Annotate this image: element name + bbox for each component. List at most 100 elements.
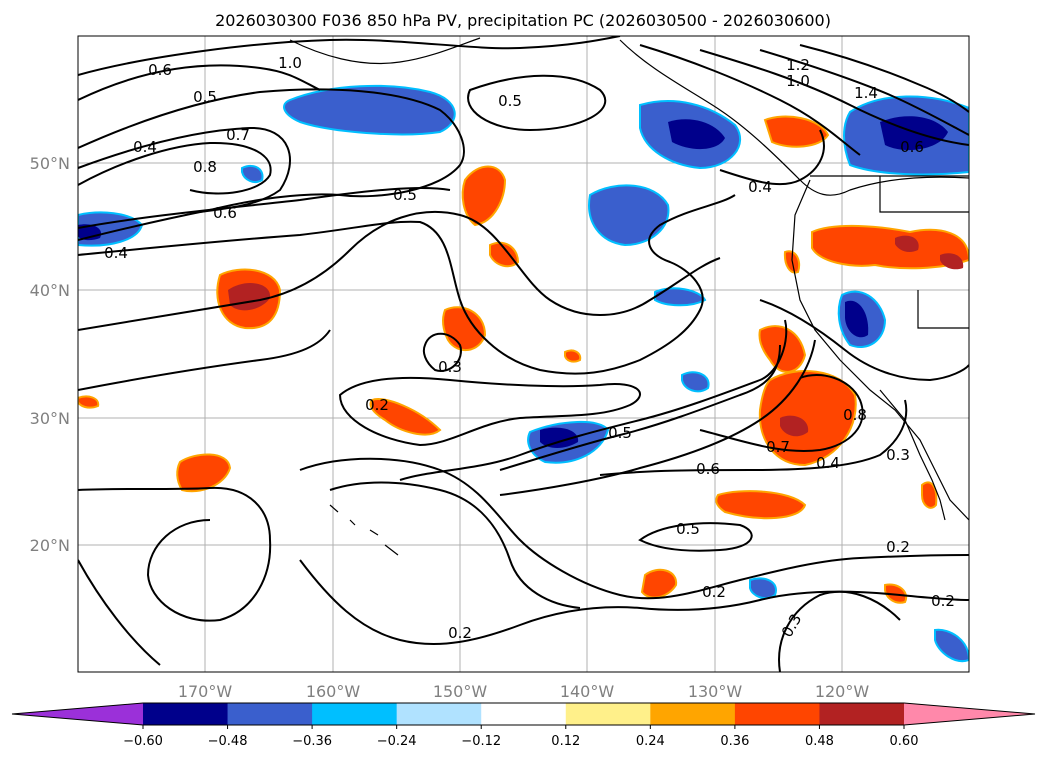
pv-contour-12 [639, 44, 861, 156]
precip-core-subtropical-central [540, 427, 579, 448]
precip-core-british-columbia [880, 116, 948, 151]
contour-label: 0.3 [438, 358, 462, 376]
lon-label: 140°W [560, 682, 615, 701]
precip-region-gulf-alaska-west [283, 84, 456, 136]
pv-contour-1 [78, 64, 321, 101]
precip-region-central [442, 306, 487, 351]
pv-contour-21 [399, 319, 788, 481]
colorbar-tick-label: 0.24 [636, 734, 665, 749]
contour-label: 0.8 [193, 158, 217, 176]
lat-labels: 50°N 40°N 30°N 20°N [30, 154, 70, 555]
pv-contour-26 [638, 522, 753, 552]
colorbar-tick-label: 0.48 [805, 734, 834, 749]
contour-label: 1.2 [786, 56, 810, 74]
lat-label: 20°N [30, 536, 70, 555]
contour-label: 0.4 [133, 138, 157, 156]
pv-contour-19 [78, 559, 161, 666]
colorbar: −0.60 −0.48 −0.36 −0.24 −0.12 0.12 0.24 0.36 0.4… [11, 702, 1036, 749]
colorbar-tick-label: −0.12 [461, 734, 501, 749]
lon-label: 130°W [688, 682, 743, 701]
pv-contour-14 [759, 49, 969, 136]
pv-contour-10 [78, 329, 331, 391]
colorbar-bin [650, 703, 736, 725]
contour-label: 0.2 [931, 592, 955, 610]
contour-label: 0.4 [104, 244, 128, 262]
contour-label: 0.4 [748, 178, 772, 196]
contour-label: 0.7 [766, 438, 790, 456]
lon-label: 170°W [178, 682, 233, 701]
pv-contour-24 [699, 374, 864, 452]
precip-core-pacific-northwest-1 [895, 235, 919, 253]
contour-label: 0.5 [608, 424, 632, 442]
colorbar-tick-label: −0.36 [292, 734, 332, 749]
precip-region-tropical-east [715, 490, 807, 520]
coast-west-coast [791, 179, 969, 521]
precip-core-southern-california [780, 415, 809, 437]
precip-core-california [845, 300, 869, 338]
pv-contour-28 [759, 299, 969, 382]
colorbar-tick-label: −0.60 [123, 734, 163, 749]
colorbar-extend-high [904, 703, 1035, 725]
contour-label: 0.6 [148, 61, 172, 79]
pv-contour-8 [422, 332, 462, 372]
lat-label: 50°N [30, 154, 70, 173]
precip-region-alaska-coast [763, 115, 830, 148]
pv-contour-25 [599, 399, 908, 476]
colorbar-tick-label: −0.24 [377, 734, 417, 749]
pv-contour-4 [78, 141, 272, 195]
coast-hawaii [329, 504, 399, 556]
colorbar-bin [734, 703, 820, 725]
precip-region-small-7 [640, 568, 678, 599]
contour-label: 0.2 [886, 538, 910, 556]
border-state-1 [879, 176, 969, 213]
map-content: 0.6 0.5 1.0 0.4 0.7 0.8 0.6 0.4 0.5 0.5 … [78, 36, 969, 672]
colorbar-bin [819, 703, 905, 725]
contour-label: 0.6 [900, 138, 924, 156]
pv-contour-6 [78, 194, 736, 375]
colorbar-bin [227, 703, 313, 725]
pv-contour-23 [499, 339, 816, 496]
coastlines [289, 37, 969, 556]
contour-label: 1.4 [854, 84, 878, 102]
pv-contour-3 [78, 126, 291, 213]
contour-label: 0.8 [843, 406, 867, 424]
pv-contour-5 [78, 187, 451, 229]
precip-region-gulf-alaska-central [588, 184, 670, 247]
pv-contour-16 [719, 129, 825, 186]
contour-label: 1.0 [278, 54, 302, 72]
pv-contour-27 [778, 590, 901, 672]
contour-label: 0.3 [886, 446, 910, 464]
lon-label: 150°W [433, 682, 488, 701]
lon-labels: 170°W 160°W 150°W 140°W 130°W 120°W [178, 682, 870, 701]
colorbar-ticks: −0.60 −0.48 −0.36 −0.24 −0.12 0.12 0.24 0.36 0.4… [123, 725, 918, 749]
contour-label: 0.5 [393, 186, 417, 204]
precip-region-small-3 [749, 577, 777, 599]
lon-label: 160°W [306, 682, 361, 701]
colorbar-tick-label: 0.60 [890, 734, 919, 749]
precip-core-alaska-panhandle [668, 119, 725, 150]
pv-contour-9 [338, 376, 641, 447]
figure-title: 2026030300 F036 850 hPa PV, precipitatio… [215, 11, 831, 30]
pv-contour-22 [499, 344, 781, 471]
pv-contour-13 [699, 49, 969, 146]
contour-label: 1.0 [786, 72, 810, 90]
colorbar-extend-low [12, 703, 143, 725]
colorbar-tick-label: 0.36 [720, 734, 749, 749]
colorbar-bin [565, 703, 651, 725]
colorbar-bin [312, 703, 398, 725]
pv-contour-20 [299, 559, 969, 645]
colorbar-bin [143, 703, 229, 725]
contour-label: 0.6 [213, 204, 237, 222]
pv-contour-11 [467, 74, 607, 132]
contour-label: 0.2 [448, 624, 472, 642]
precip-region-small-9 [921, 481, 938, 509]
colorbar-tick-label: −0.48 [208, 734, 248, 749]
precip-region-subtropical-west [369, 398, 442, 436]
precip-core-pacific-northwest-2 [940, 253, 964, 270]
pv-contours [78, 36, 969, 672]
contour-label: 0.4 [816, 454, 840, 472]
map-frame [77, 35, 970, 673]
colorbar-bins [143, 703, 905, 725]
coast-baja [879, 389, 946, 521]
border-state-2 [917, 290, 969, 329]
